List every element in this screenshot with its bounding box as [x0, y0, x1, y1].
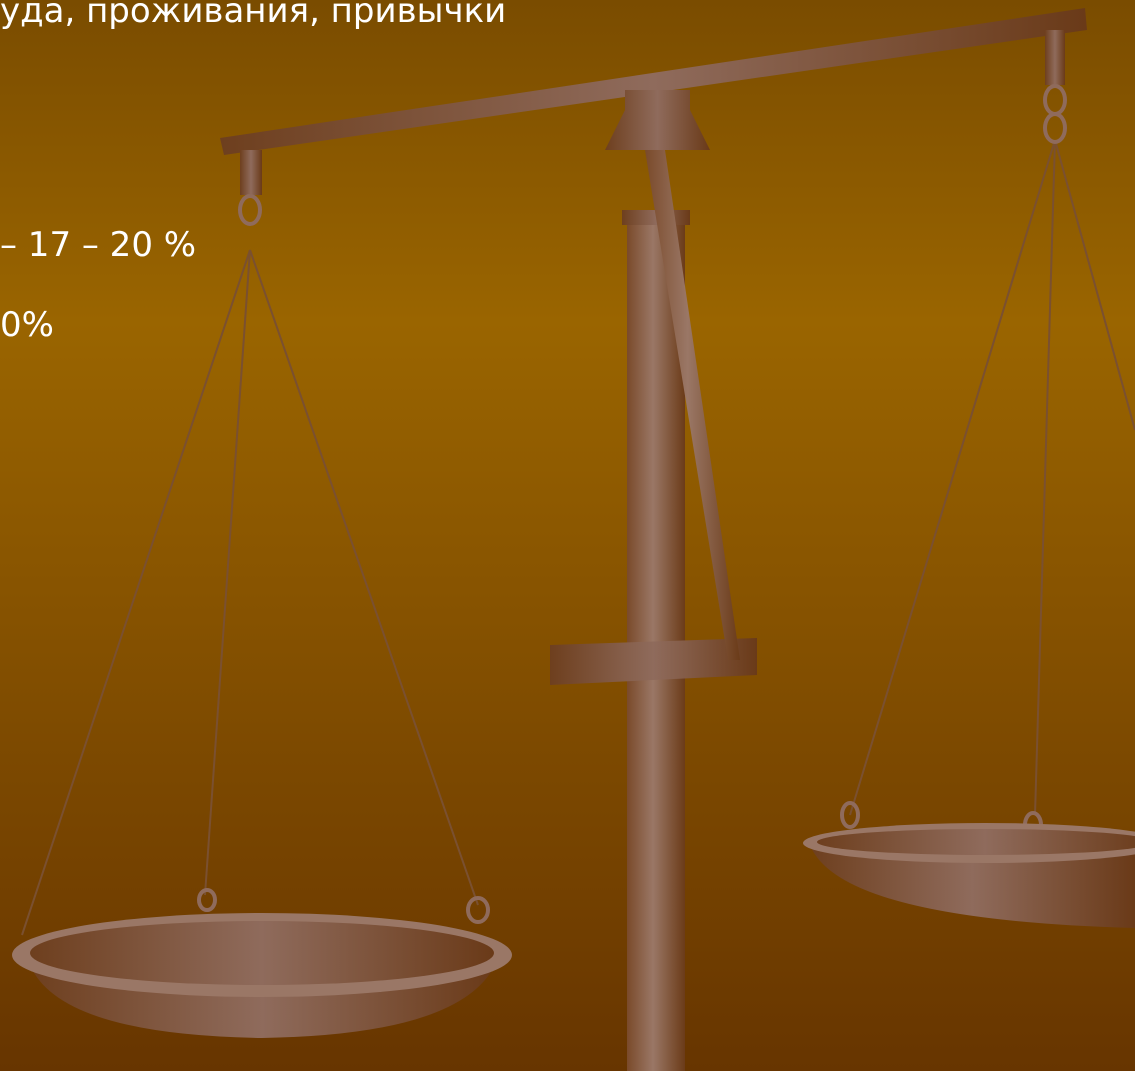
text-line: 0% [0, 308, 54, 342]
text-line: – 17 – 20 % [0, 228, 196, 262]
scales-illustration [0, 0, 1135, 1071]
text-line: уда, проживания, привычки [0, 0, 506, 28]
slide: уда, проживания, привычки – 17 – 20 % 0% [0, 0, 1135, 1071]
